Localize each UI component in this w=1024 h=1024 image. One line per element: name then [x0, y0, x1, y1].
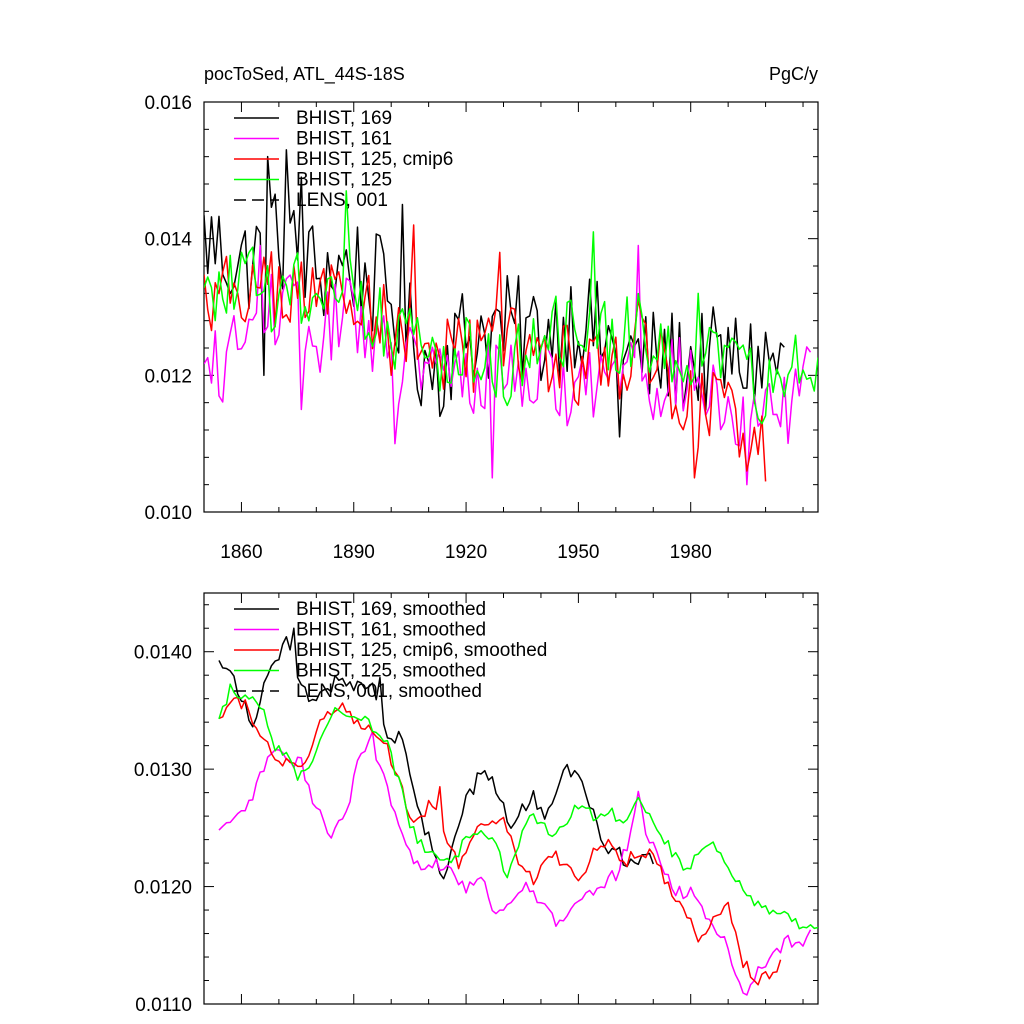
y-tick-label: 0.0130 — [134, 760, 192, 781]
series-line — [218, 730, 812, 996]
plot-frame — [203, 101, 819, 513]
legend-label: BHIST, 125, cmip6 — [296, 149, 453, 170]
y-tick-label: 0.014 — [144, 230, 192, 251]
legend-label: BHIST, 169, smoothed — [296, 599, 486, 620]
bottom-panel: 0.0110 0.0120 0.0130 0.0140 BHIST, 169, smoo… — [134, 592, 819, 1016]
series-line — [204, 244, 812, 486]
series-line — [218, 627, 654, 880]
units-label: PgC/y — [769, 64, 818, 84]
series-line — [204, 224, 767, 482]
top-panel: 1860 1890 1920 1950 1980 0.010 0.012 0.014 0.016… — [144, 93, 819, 563]
plot-frame — [203, 592, 819, 1005]
y-tick-label: 0.016 — [144, 93, 192, 114]
series-line — [218, 683, 818, 930]
x-tick-label: 1860 — [220, 542, 262, 563]
y-tick-label: 0.0110 — [135, 995, 192, 1016]
y-tick-label: 0.0140 — [134, 643, 192, 664]
series-line — [218, 696, 782, 986]
legend-label: LENS, 001, smoothed — [296, 681, 482, 702]
legend-label: BHIST, 125, smoothed — [296, 661, 486, 682]
chart-title: pocToSed, ATL_44S-18S — [204, 64, 405, 85]
y-tick-label: 0.012 — [144, 366, 192, 387]
legend-label: BHIST, 161 — [296, 129, 392, 150]
series-line — [204, 149, 785, 438]
x-tick-label: 1980 — [670, 542, 712, 563]
x-tick-label: 1920 — [445, 542, 487, 563]
series-line — [204, 190, 818, 425]
x-tick-label: 1890 — [333, 542, 375, 563]
legend-label: LENS, 001 — [296, 190, 388, 211]
legend-label: BHIST, 125, cmip6, smoothed — [296, 640, 547, 661]
legend-label: BHIST, 169 — [296, 108, 392, 129]
y-tick-label: 0.010 — [144, 503, 192, 524]
y-tick-label: 0.0120 — [134, 878, 192, 899]
x-tick-label: 1950 — [557, 542, 599, 563]
legend-label: BHIST, 161, smoothed — [296, 620, 486, 641]
legend-label: BHIST, 125 — [296, 170, 392, 191]
